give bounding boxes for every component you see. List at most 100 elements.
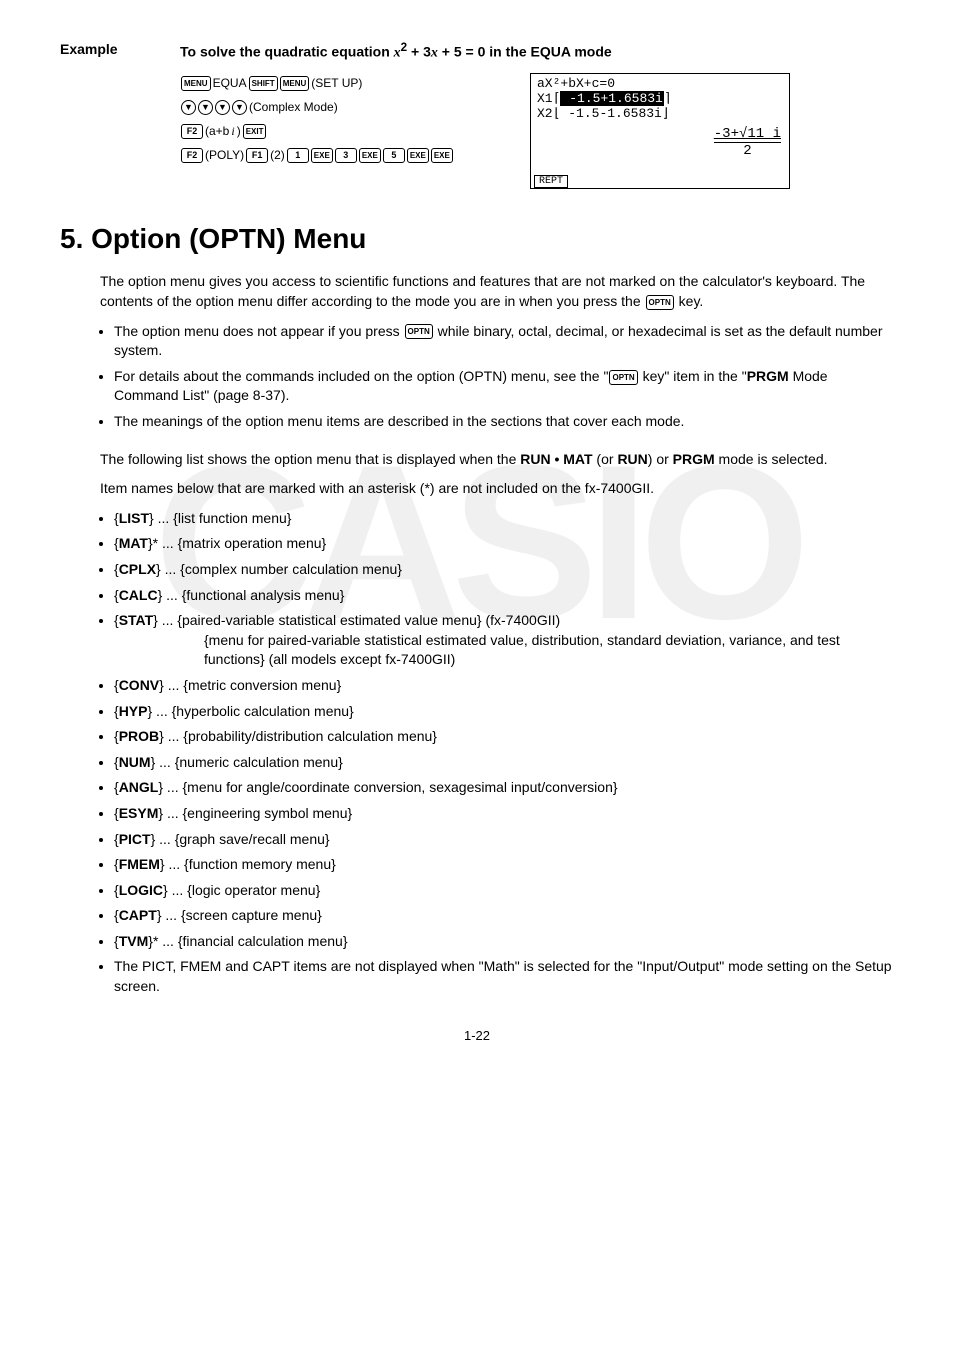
i22d: ... {probability/distribution calculatio… [164, 728, 437, 744]
key-down-3: ▼ [215, 100, 230, 115]
item-fmem: {FMEM} ... {function memory menu} [114, 855, 894, 875]
screen-l1: aX²+bX+c=0 [537, 77, 783, 92]
i22k: PROB [119, 728, 159, 744]
key-exe3: EXE [407, 148, 429, 163]
ex-mid: + 3 [407, 44, 431, 60]
section-title: 5. Option (OPTN) Menu [60, 219, 894, 258]
ex-suffix: + 5 = 0 in the EQUA mode [438, 44, 612, 60]
p1-key: OPTN [646, 295, 674, 310]
txt-abi-1: (a+b [205, 123, 229, 140]
txt-2: (2) [270, 147, 285, 164]
it0k: LIST [119, 510, 149, 526]
item-cplx: {CPLX} ... {complex number calculation m… [114, 560, 894, 580]
screen-l2: X1⌈ -1.5+1.6583i⌉ [537, 92, 783, 107]
key-col: MENU EQUA SHIFT MENU (SET UP) ▼ ▼ ▼ ▼ (C… [180, 73, 500, 169]
item-esym: {ESYM} ... {engineering symbol menu} [114, 804, 894, 824]
key-row-4: F2 (POLY) F1 (2) 1 EXE 3 EXE 5 EXE EXE [180, 145, 500, 165]
i20k: CONV [119, 677, 159, 693]
item-capt: {CAPT} ... {screen capture menu} [114, 906, 894, 926]
statk: STAT [119, 612, 153, 628]
i28d: ... {logic operator menu} [168, 882, 321, 898]
calc-screen: aX²+bX+c=0 X1⌈ -1.5+1.6583i⌉ X2⌊ -1.5-1.… [530, 73, 790, 189]
txt-i: i [231, 123, 234, 140]
item-list: {LIST} ... {list function menu} [114, 509, 894, 529]
key-1: 1 [287, 148, 309, 163]
i28k: LOGIC [119, 882, 163, 898]
i21d: ... {hyperbolic calculation menu} [152, 703, 354, 719]
key-down-4: ▼ [232, 100, 247, 115]
key-menu: MENU [181, 76, 211, 91]
i25k: ESYM [119, 805, 159, 821]
txt-abi-2: ) [237, 123, 241, 140]
key-exe1: EXE [311, 148, 333, 163]
key-row-2: ▼ ▼ ▼ ▼ (Complex Mode) [180, 97, 500, 117]
key-f2: F2 [181, 124, 203, 139]
screen-l2a: X1 [537, 91, 553, 106]
b2b: key" item in the " [639, 368, 747, 384]
i29k: CAPT [119, 907, 157, 923]
b2-bold: PRGM [747, 368, 789, 384]
i23k: NUM [119, 754, 151, 770]
i27d: ... {function memory menu} [165, 856, 336, 872]
i26d: ... {graph save/recall menu} [155, 831, 329, 847]
item-angl: {ANGL} ... {menu for angle/coordinate co… [114, 778, 894, 798]
key-down-1: ▼ [181, 100, 196, 115]
key-5: 5 [383, 148, 405, 163]
key-row-3: F2 (a+bi) EXIT [180, 121, 500, 141]
example-text: To solve the quadratic equation x2 + 3x … [180, 40, 612, 63]
page-number: 1-22 [60, 1027, 894, 1045]
p3: Item names below that are marked with an… [100, 479, 894, 499]
p1b: key. [675, 293, 704, 309]
item-hyp: {HYP} ... {hyperbolic calculation menu} [114, 702, 894, 722]
b2-key: OPTN [609, 370, 637, 385]
key-exit: EXIT [243, 124, 267, 139]
item-pict: {PICT} ... {graph save/recall menu} [114, 830, 894, 850]
item-conv: {CONV} ... {metric conversion menu} [114, 676, 894, 696]
bullet-2: For details about the commands included … [114, 367, 894, 406]
key-row-1: MENU EQUA SHIFT MENU (SET UP) [180, 73, 500, 93]
item-num: {NUM} ... {numeric calculation menu} [114, 753, 894, 773]
example-row: Example To solve the quadratic equation … [60, 40, 894, 63]
key-f1: F1 [246, 148, 268, 163]
p2a: The following list shows the option menu… [100, 451, 520, 467]
i23d: ... {numeric calculation menu} [155, 754, 343, 770]
txt-poly: (POLY) [205, 147, 244, 164]
stat-sub: {menu for paired-variable statistical es… [204, 631, 894, 670]
it1d: ... {matrix operation menu} [158, 535, 326, 551]
key-menu2: MENU [280, 76, 310, 91]
it3d: ... {functional analysis menu} [162, 587, 344, 603]
b2a: For details about the commands included … [114, 368, 608, 384]
it2k: CPLX [119, 561, 156, 577]
it2d: ... {complex number calculation menu} [161, 561, 402, 577]
ex-prefix: To solve the quadratic equation [180, 44, 394, 60]
item-prob: {PROB} ... {probability/distribution cal… [114, 727, 894, 747]
i25d: ... {engineering symbol menu} [163, 805, 352, 821]
item-calc: {CALC} ... {functional analysis menu} [114, 586, 894, 606]
screen-frac: -3+√11 i 2 [714, 126, 781, 159]
bullet-list-1: The option menu does not appear if you p… [100, 322, 894, 432]
b1-key: OPTN [405, 324, 433, 339]
screen-rept: REPT [534, 175, 568, 189]
ex-x2: x [431, 46, 438, 61]
statd1: ... {paired-variable statistical estimat… [158, 612, 560, 628]
key-sequence-block: MENU EQUA SHIFT MENU (SET UP) ▼ ▼ ▼ ▼ (C… [180, 73, 894, 189]
intro-para: The option menu gives you access to scie… [100, 272, 894, 311]
screen-l3a: X2 [537, 106, 553, 121]
screen-l3: X2⌊ -1.5-1.6583i⌋ [537, 107, 783, 122]
i29d: ... {screen capture menu} [162, 907, 322, 923]
p2d: mode is selected. [715, 451, 828, 467]
i24d: ... {menu for angle/coordinate conversio… [163, 779, 618, 795]
p2: The following list shows the option menu… [100, 450, 894, 470]
key-down-2: ▼ [198, 100, 213, 115]
bullet-3: The meanings of the option menu items ar… [114, 412, 894, 432]
i20d: ... {metric conversion menu} [164, 677, 341, 693]
frac-top: -3+√11 i [714, 126, 781, 143]
bullet-1: The option menu does not appear if you p… [114, 322, 894, 361]
item-stat: {STAT} ... {paired-variable statistical … [114, 611, 894, 670]
p2b3: PRGM [673, 451, 715, 467]
txt-equa: EQUA [213, 75, 247, 92]
item-tvm: {TVM}* ... {financial calculation menu} [114, 932, 894, 952]
p2b1: RUN • MAT [520, 451, 592, 467]
it3k: CALC [119, 587, 158, 603]
item-logic: {LOGIC} ... {logic operator menu} [114, 881, 894, 901]
